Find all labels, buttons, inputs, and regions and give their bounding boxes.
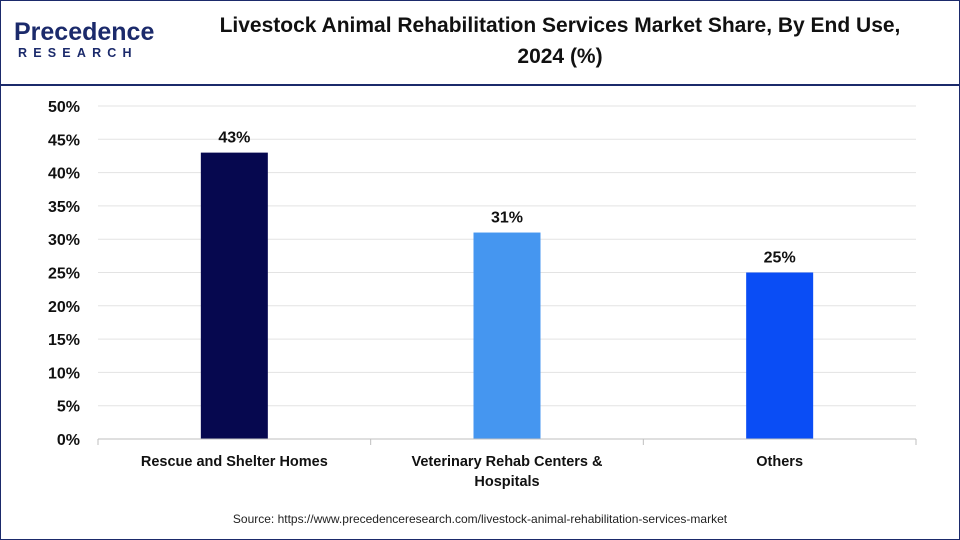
chart-title-line-1: Livestock Animal Rehabilitation Services… [219, 14, 901, 37]
y-tick-label: 5% [57, 399, 80, 416]
logo-main-text: Precedence [14, 18, 155, 46]
y-axis: 0% 5% 10% 15% 20% 25% 30% 35% 40% 45% 50% [48, 99, 80, 449]
y-tick-label: 45% [48, 132, 80, 149]
bar [473, 232, 541, 439]
data-labels: 43% 31% 25% [218, 130, 795, 267]
bar-chart: 0% 5% 10% 15% 20% 25% 30% 35% 40% 45% 50% 43% 31% 25… [48, 99, 917, 490]
y-tick-label: 10% [48, 365, 80, 382]
x-tick-label: Veterinary Rehab Centers & [412, 454, 604, 470]
chart-title: Livestock Animal Rehabilitation Services… [170, 10, 950, 72]
brand-logo: Precedence RESEARCH [14, 12, 164, 72]
y-tick-label: 25% [48, 266, 80, 283]
y-tick-label: 20% [48, 299, 80, 316]
bar [746, 272, 814, 439]
header: Precedence RESEARCH Livestock Animal Reh… [0, 0, 960, 86]
y-tick-label: 35% [48, 199, 80, 216]
x-tick-label: Hospitals [474, 474, 539, 490]
data-label: 25% [764, 250, 796, 267]
x-tick-label: Rescue and Shelter Homes [141, 454, 328, 470]
y-tick-label: 40% [48, 166, 80, 183]
data-label: 43% [218, 130, 250, 147]
chart-title-line-2: 2024 (%) [517, 45, 603, 68]
y-tick-label: 15% [48, 332, 80, 349]
bar [200, 152, 268, 439]
data-label: 31% [491, 210, 523, 227]
source-note: Source: https://www.precedenceresearch.c… [232, 512, 728, 526]
y-tick-label: 30% [48, 232, 80, 249]
y-tick-label: 50% [48, 99, 80, 116]
x-axis: Rescue and Shelter Homes Veterinary Rehab… [97, 438, 917, 490]
x-tick-label: Others [756, 454, 803, 470]
logo-sub-text: RESEARCH [18, 46, 138, 60]
bars [200, 152, 814, 439]
y-tick-label: 0% [57, 432, 80, 449]
